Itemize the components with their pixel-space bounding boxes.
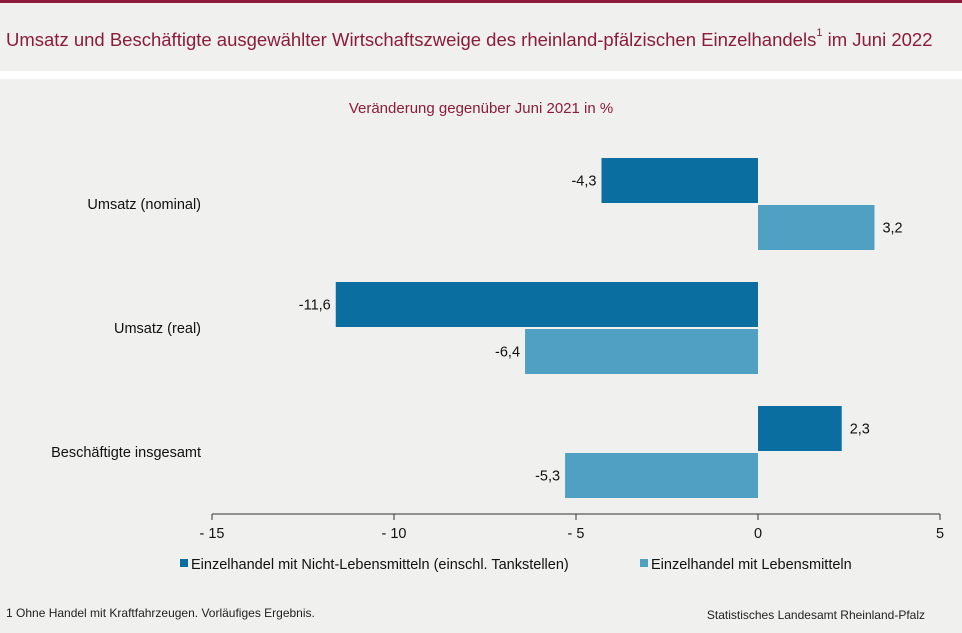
- bar: [758, 406, 842, 451]
- chart-title: Umsatz und Beschäftigte ausgewählter Wir…: [6, 27, 933, 51]
- bar: [335, 282, 758, 327]
- footnote: 1 Ohne Handel mit Kraftfahrzeugen. Vorlä…: [6, 606, 315, 620]
- data-label: -6,4: [495, 345, 520, 361]
- top-accent-bar: [0, 0, 962, 3]
- bar: [525, 329, 758, 374]
- bar: [758, 205, 875, 250]
- x-tick-label: - 15: [200, 526, 225, 542]
- bar: [565, 453, 758, 498]
- data-label: 3,2: [882, 221, 902, 237]
- chart-subtitle: Veränderung gegenüber Juni 2021 in %: [348, 100, 614, 117]
- source-note: Statistisches Landesamt Rheinland-Pfalz: [706, 608, 925, 622]
- x-tick-label: 0: [754, 526, 762, 542]
- x-tick-label: - 5: [568, 526, 585, 542]
- category-label: Umsatz (real): [114, 321, 201, 337]
- header-separator: [0, 71, 962, 79]
- data-label: -4,3: [571, 174, 596, 190]
- header: Umsatz und Beschäftigte ausgewählter Wir…: [0, 3, 962, 71]
- legend-swatch: [640, 559, 648, 567]
- data-label: 2,3: [850, 422, 870, 438]
- title-main: Umsatz und Beschäftigte ausgewählter Wir…: [6, 29, 817, 50]
- legend-swatch: [180, 559, 188, 567]
- legend-label: Einzelhandel mit Lebensmitteln: [651, 557, 852, 573]
- title-footnote-mark: 1: [816, 27, 823, 39]
- x-tick-label: 5: [936, 526, 944, 542]
- bar: [601, 158, 758, 203]
- legend-label: Einzelhandel mit Nicht-Lebensmitteln (ei…: [191, 557, 569, 573]
- category-label: Umsatz (nominal): [87, 197, 201, 213]
- x-tick-label: - 10: [382, 526, 407, 542]
- category-label: Beschäftigte insgesamt: [51, 445, 201, 461]
- title-tail: im Juni 2022: [822, 29, 933, 50]
- data-label: -5,3: [535, 469, 560, 485]
- data-label: -11,6: [299, 298, 331, 314]
